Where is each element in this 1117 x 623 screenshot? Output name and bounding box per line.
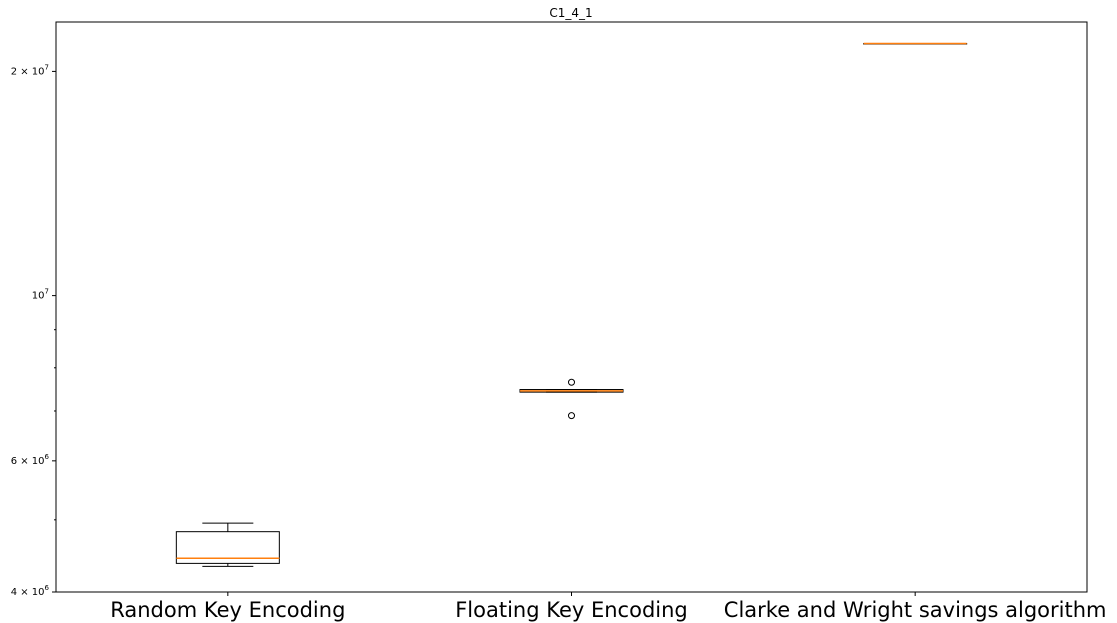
y-tick-label-exponent: 7 [45,288,49,296]
box-0 [175,522,280,567]
y-tick-label: 2 × 107 [11,63,49,77]
y-tick-label-exponent: 7 [45,63,49,71]
y-tick-label-base: 10 [32,291,45,302]
outlier-point [568,412,575,420]
y-tick-label-base: 2 × 10 [11,66,45,77]
x-axis: Random Key Encoding Floating Key Encoding… [110,592,1107,622]
x-tick-label: Random Key Encoding [110,598,345,622]
outlier-point [568,378,575,386]
x-tick-label: Floating Key Encoding [455,598,688,622]
y-tick-label-base: 4 × 10 [11,587,45,598]
box-1 [519,378,624,420]
y-tick-label: 107 [32,288,49,302]
box-2 [863,42,968,45]
box-iqr [175,531,280,564]
box-series [175,42,968,567]
y-tick-label: 4 × 106 [11,584,50,598]
y-tick-label: 6 × 106 [11,453,50,467]
y-tick-label-base: 6 × 10 [11,456,45,467]
chart-title: C1_4_1 [549,6,592,20]
x-tick-label: Clarke and Wright savings algorithm [724,598,1107,622]
plot-area-frame [55,21,1088,593]
y-tick-label-exponent: 6 [45,453,50,461]
y-tick-label-exponent: 6 [45,584,50,592]
